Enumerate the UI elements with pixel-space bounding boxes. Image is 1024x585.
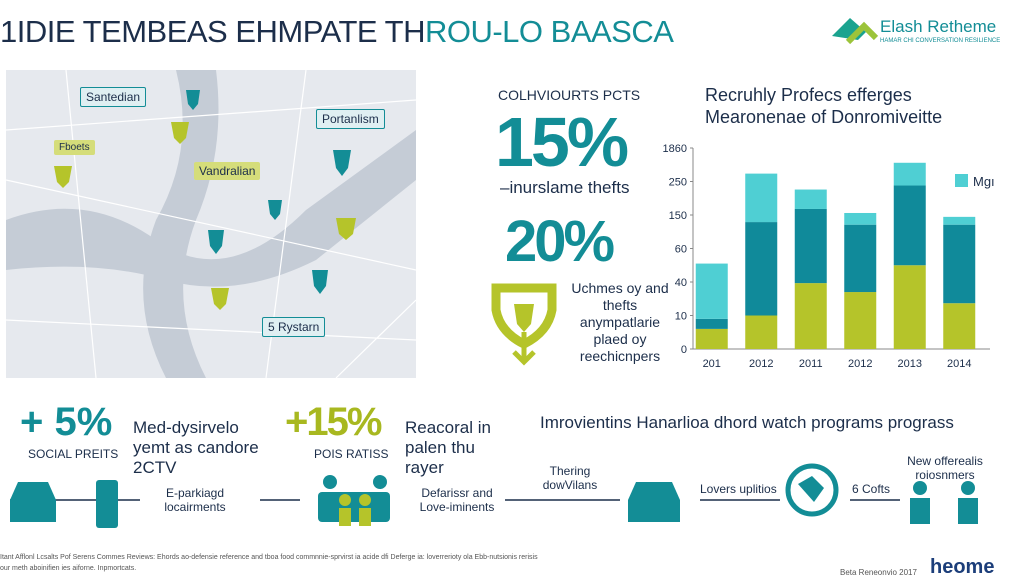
- step-label: Thering dowVilans: [542, 464, 598, 492]
- y-tick-label: 1860: [663, 143, 687, 155]
- bar-segment: [745, 222, 778, 316]
- footer-brand: heome: [930, 556, 995, 578]
- stat-value: +15%: [285, 400, 382, 444]
- x-tick-label: 2014: [947, 358, 971, 370]
- footer-date: Beta Reneonvio 2017: [840, 568, 917, 577]
- step-label: Defarissr and Love-iminents: [419, 486, 495, 514]
- map-label: Vandralian: [194, 162, 261, 180]
- bar-segment: [695, 328, 728, 349]
- logo-icon: [832, 18, 879, 45]
- map-label: 5 Rystarn: [262, 317, 326, 337]
- stat-text: Reacoral in palen thu rayer: [405, 418, 491, 477]
- x-tick-label: 2013: [898, 358, 922, 370]
- stat-text: Med-dysirvelo yemt as candore 2CTV: [133, 418, 259, 477]
- title-part: ROU-LO BAASCA: [424, 14, 674, 49]
- step-label: E-parkiagd locairments: [164, 486, 226, 514]
- y-tick-label: 150: [669, 210, 687, 222]
- stats-heading: COLHVIOURTS PCTS: [498, 87, 641, 103]
- title: 1IDIE TEMBEAS EHMPATE THROU-LO BAASCA: [0, 14, 674, 50]
- x-tick-label: 2011: [799, 358, 823, 370]
- title-part: 1IDIE TEMBEAS EHMPATE TH: [0, 14, 425, 49]
- bottom-icons: [10, 463, 978, 528]
- bar-segment: [844, 292, 877, 349]
- step-label: 6 Cofts: [852, 482, 891, 496]
- bar-segment: [745, 173, 778, 223]
- shield-icon: [491, 283, 557, 366]
- step-label: Lovers uplitios: [700, 482, 777, 496]
- logo-sub: HAMAR CHI CONVERSATION RESILIENCE: [880, 38, 1001, 44]
- bar-segment: [794, 189, 827, 209]
- map: [6, 70, 416, 378]
- bar-segment: [794, 283, 827, 349]
- y-tick-label: 250: [669, 177, 687, 189]
- bar-segment: [893, 265, 926, 349]
- bar-segment: [893, 185, 926, 266]
- bar-segment: [943, 303, 976, 349]
- bar-segment: [695, 263, 728, 319]
- bar-segment: [844, 224, 877, 293]
- bar-segment: [893, 162, 926, 186]
- y-tick-label: 0: [681, 344, 687, 356]
- bar-segment: [745, 315, 778, 349]
- bar-segment: [943, 216, 976, 225]
- map-label: Portanlism: [316, 109, 385, 129]
- stat-label: SOCIAL PREITS: [28, 447, 119, 461]
- bar-segment: [943, 224, 976, 304]
- legend-swatch: [955, 174, 968, 187]
- stat-value: 15%: [495, 103, 629, 181]
- map-label: Fboets: [54, 140, 95, 155]
- logo-text: Elash Retheme: [880, 17, 997, 36]
- y-tick-label: 60: [675, 244, 687, 256]
- x-tick-label: 201: [703, 358, 721, 370]
- stat-value: 20%: [505, 209, 615, 274]
- step-label: New offerealis roiosnmers: [907, 454, 983, 482]
- legend-label: Mgı: [973, 174, 995, 189]
- section-title: Imrovientins Hanarlioa dhord watch progr…: [540, 413, 954, 432]
- chart: 0 10 40 60 150 250 1860 201 2012 2011 2012 2013 2014…: [663, 143, 995, 370]
- x-tick-label: 2012: [848, 358, 872, 370]
- map-label: Santedian: [80, 87, 147, 107]
- stat-value: + 5%: [20, 400, 113, 444]
- bar-segment: [794, 208, 827, 284]
- stat-label: POIS RATISS: [314, 447, 389, 461]
- x-tick-label: 2012: [749, 358, 773, 370]
- chart-title: Recruhly Profecs efferges Mearonenae of …: [705, 85, 943, 127]
- y-tick-label: 40: [675, 277, 687, 289]
- stat-label: –inurslame thefts: [500, 178, 630, 197]
- bar-segment: [695, 318, 728, 329]
- bar-segment: [844, 212, 877, 225]
- y-tick-label: 10: [675, 311, 687, 323]
- footer-note: Itant Afflonl Lcsalts Pof Serens Commes …: [0, 554, 538, 572]
- stat-label: Uchmes oy and thefts anympatlarie plaed …: [571, 280, 669, 364]
